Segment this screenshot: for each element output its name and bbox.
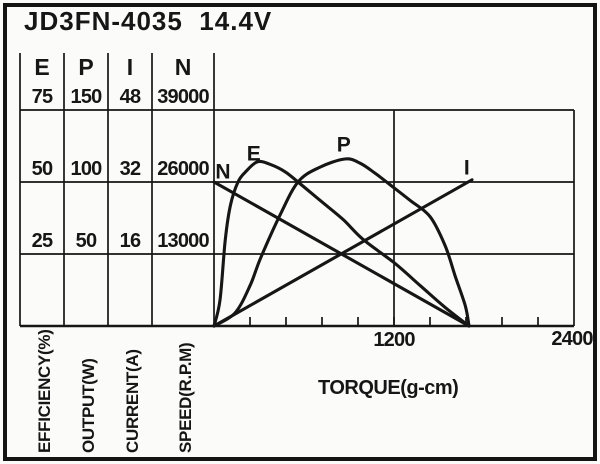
table-value: 50 (31, 158, 53, 180)
y-axis-label-current: CURRENT(A) (123, 349, 142, 453)
table-value: 150 (70, 86, 103, 108)
page-border (3, 3, 597, 461)
table-header-I: I (126, 54, 134, 80)
table-value: 13000 (157, 230, 209, 252)
table-value: 50 (75, 230, 97, 252)
x-axis-title: TORQUE(g-cm) (318, 377, 459, 399)
x-tick-2400: 2400 (551, 328, 593, 350)
table-header-N: N (174, 54, 192, 80)
table-value: 26000 (157, 158, 209, 180)
table-header-E: E (34, 54, 50, 80)
curve-label-output: P (336, 133, 351, 157)
curve-label-speed: N (215, 160, 231, 184)
table-value: 75 (31, 86, 53, 108)
y-axis-label-output: OUTPUT(W) (79, 358, 98, 453)
y-axis-label-speed: SPEED(R.P.M) (176, 342, 195, 453)
curve-label-efficiency: E (246, 142, 261, 166)
table-value: 48 (119, 86, 141, 108)
x-tick-1200: 1200 (373, 329, 415, 351)
table-value: 32 (119, 158, 141, 180)
curve-label-current: I (463, 156, 470, 180)
table-value: 100 (70, 158, 103, 180)
table-value: 16 (119, 230, 141, 252)
table-value: 25 (31, 230, 53, 252)
table-header-P: P (78, 54, 94, 80)
table-value: 39000 (157, 86, 209, 108)
y-axis-label-efficiency: EFFICIENCY(%) (35, 329, 54, 453)
page-title: JD3FN-4035 14.4V (24, 6, 273, 36)
